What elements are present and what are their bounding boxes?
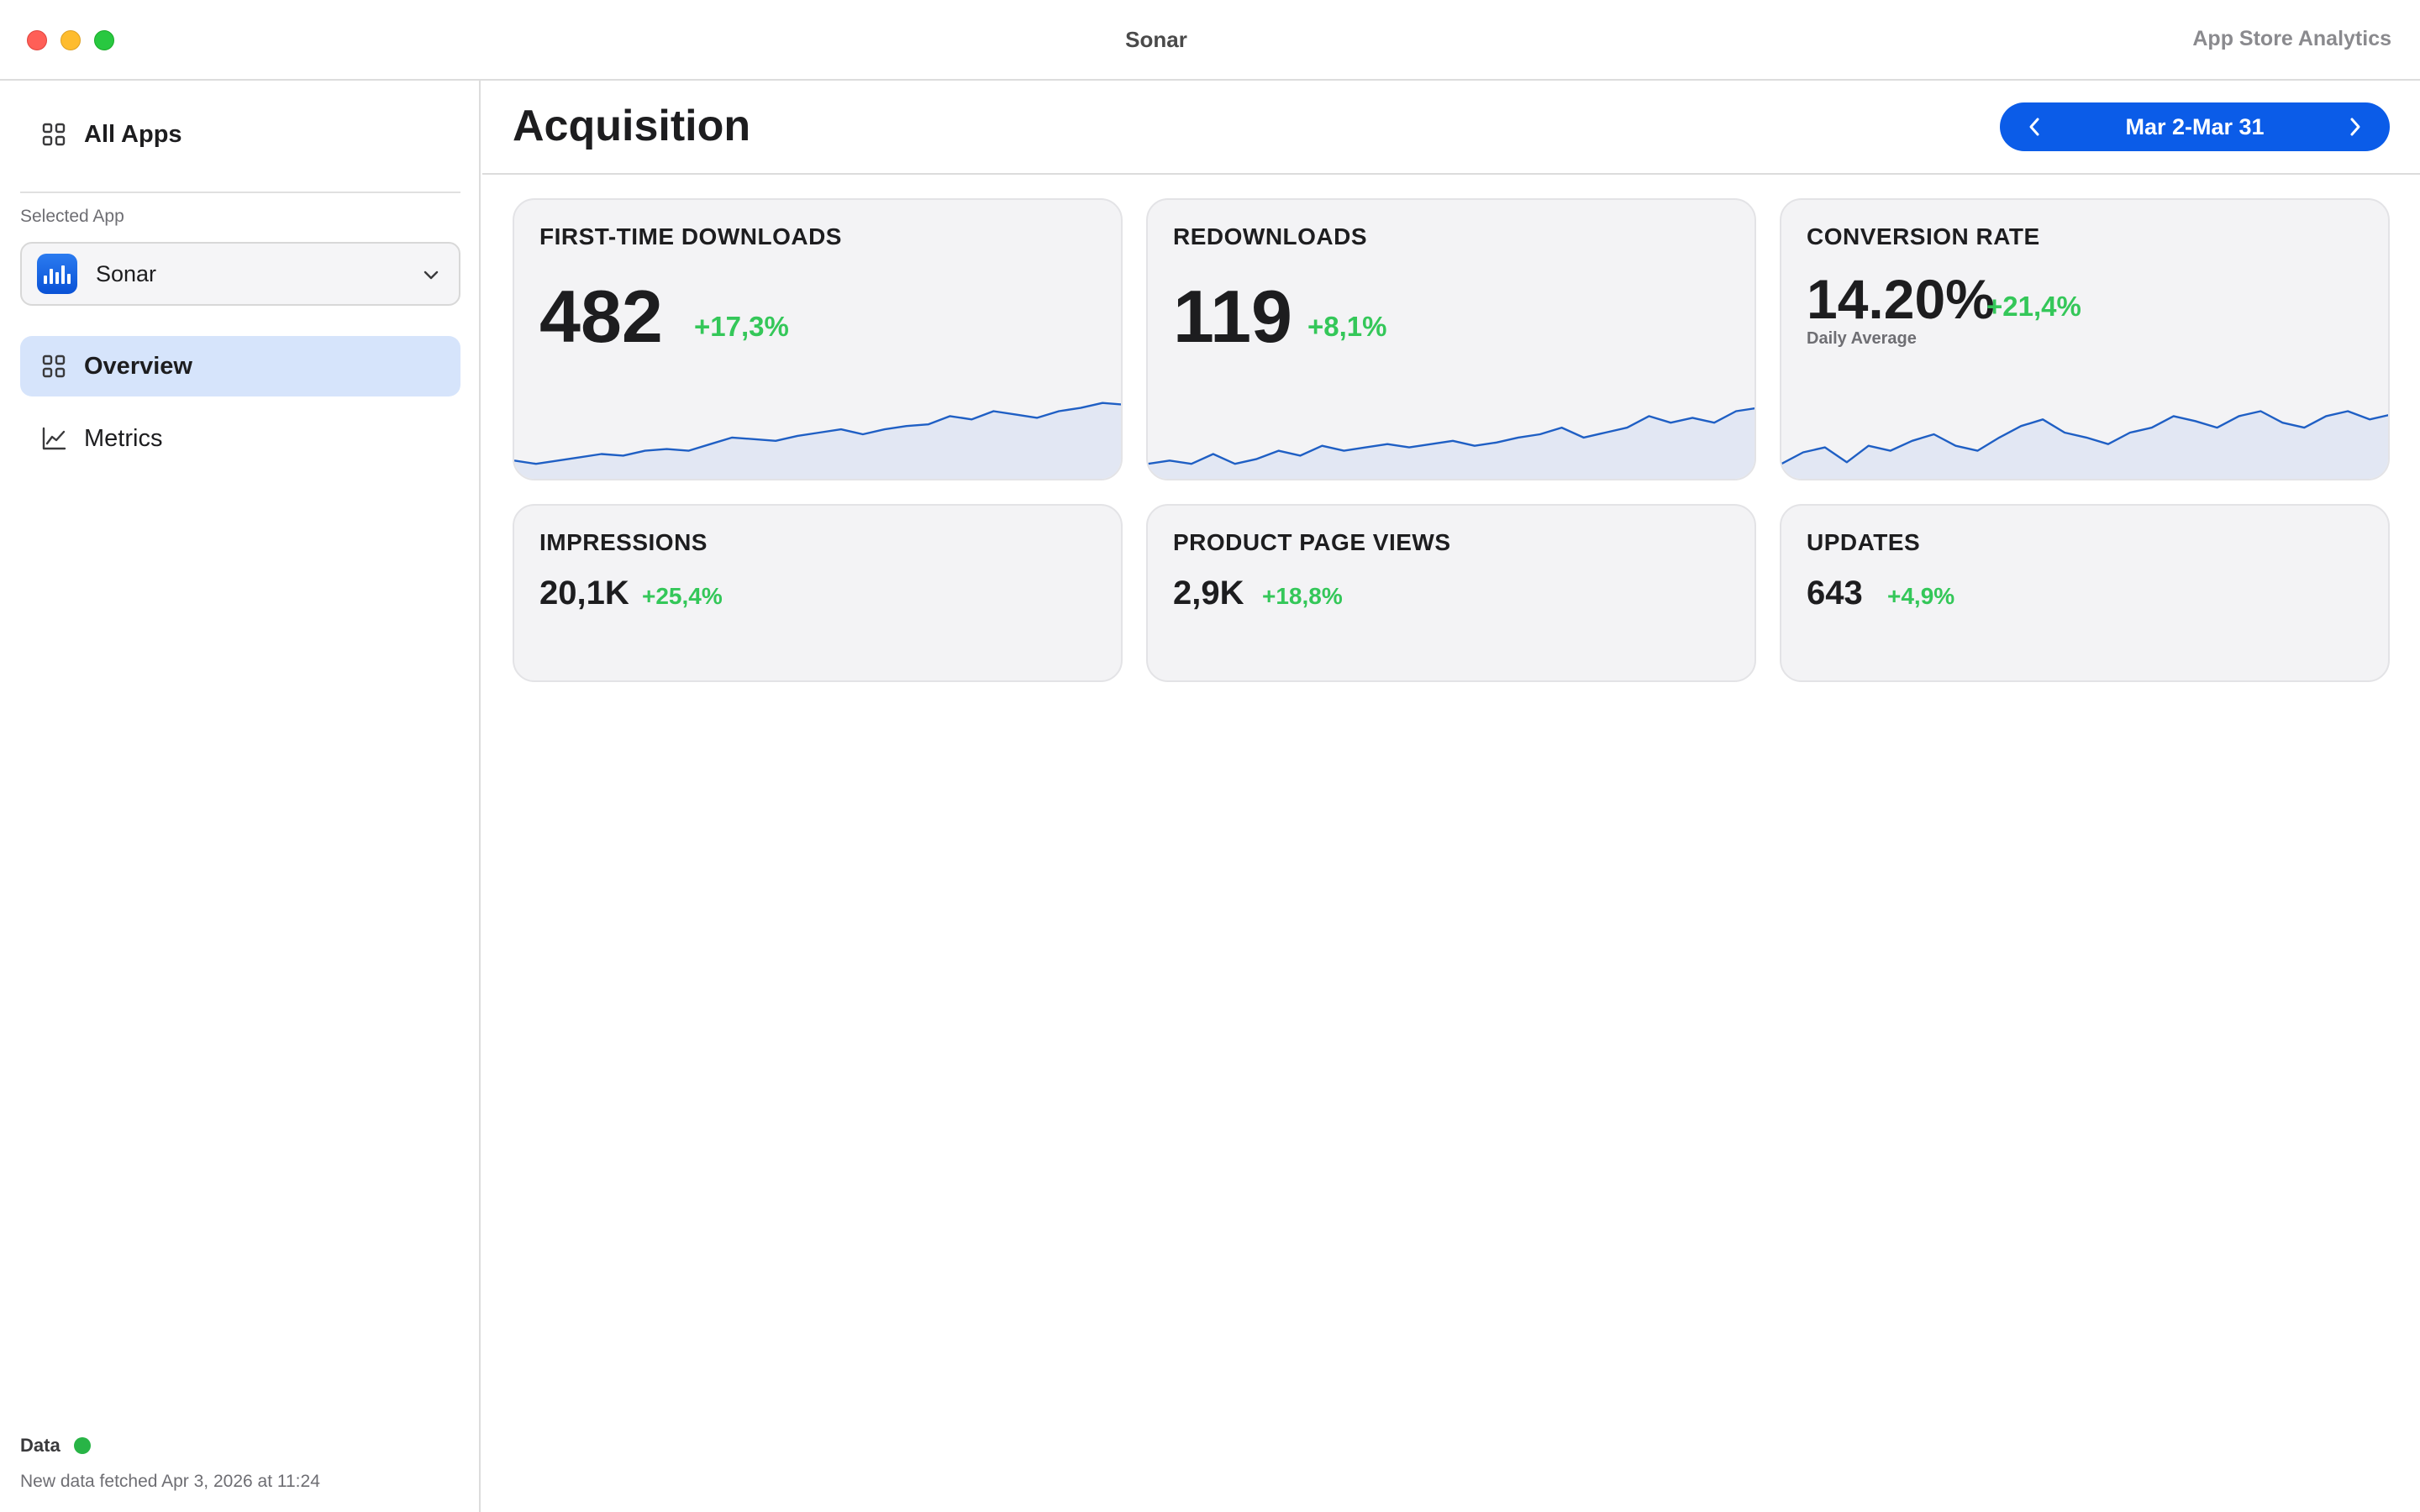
- metric-value: 119: [1173, 275, 1292, 358]
- card-title: CONVERSION RATE: [1807, 223, 2040, 249]
- grid-icon: [40, 353, 67, 380]
- card-title: FIRST-TIME DOWNLOADS: [539, 223, 842, 249]
- date-range-control: Mar 2-Mar 31: [2000, 102, 2390, 151]
- metric-value: 2,9K: [1173, 575, 1244, 612]
- metric-value: 14.20%: [1807, 268, 1995, 330]
- sidebar-item-overview[interactable]: Overview: [20, 336, 460, 396]
- zoom-window-button[interactable]: [94, 30, 114, 50]
- metric-card-first-time-downloads[interactable]: FIRST-TIME DOWNLOADS 482 +17,3%: [513, 198, 1123, 480]
- card-title: PRODUCT PAGE VIEWS: [1173, 529, 1451, 555]
- sparkline-line: [1148, 407, 1754, 465]
- sidebar-item-metrics[interactable]: Metrics: [20, 408, 460, 469]
- main-header: Acquisition Mar 2-Mar 31: [482, 81, 2420, 175]
- chevron-right-icon: [2350, 118, 2360, 136]
- page-title: Acquisition: [513, 102, 751, 150]
- metric-note: Daily Average: [1807, 329, 1917, 348]
- sparkline-conversion-rate: [1781, 410, 2388, 479]
- metric-change: +8,1%: [1307, 311, 1387, 342]
- date-range-label[interactable]: Mar 2-Mar 31: [2125, 114, 2265, 139]
- metric-change: +18,8%: [1262, 583, 1343, 609]
- sidebar-item-label: Metrics: [84, 424, 163, 452]
- metric-card-updates[interactable]: UPDATES 643 +4,9%: [1780, 504, 2390, 682]
- metric-change: +25,4%: [642, 583, 723, 609]
- previous-period-button[interactable]: [2008, 102, 2062, 151]
- sidebar-item-all-apps[interactable]: All Apps: [20, 104, 460, 165]
- status-dot: [73, 1437, 91, 1454]
- fetch-info: New data fetched Apr 3, 2026 at 11:24: [20, 1472, 320, 1491]
- sparkline-line: [1781, 410, 2388, 465]
- metric-value: 643: [1807, 575, 1863, 612]
- app-selector[interactable]: Sonar: [20, 242, 460, 306]
- sidebar-item-label: Overview: [84, 352, 192, 380]
- data-status-label: Data: [20, 1435, 60, 1456]
- title-bar: Sonar App Store Analytics: [0, 0, 2420, 81]
- sparkline-area: [1148, 408, 1754, 479]
- window-title: Sonar: [1125, 27, 1187, 52]
- minimize-window-button[interactable]: [60, 30, 81, 50]
- next-period-button[interactable]: [2328, 102, 2381, 151]
- sidebar-item-label: All Apps: [84, 120, 182, 148]
- sparkline-area: [1781, 411, 2388, 479]
- metric-value: 482: [539, 275, 663, 358]
- metric-card-redownloads[interactable]: REDOWNLOADS 119 +8,1%: [1146, 198, 1756, 480]
- sparkline-area: [514, 402, 1121, 479]
- metric-card-impressions[interactable]: IMPRESSIONS 20,1K +25,4%: [513, 504, 1123, 682]
- metric-value: 20,1K: [539, 575, 629, 612]
- selected-app-label: Selected App: [20, 207, 124, 226]
- sparkline-first-time-downloads: [514, 402, 1121, 479]
- sparkline-redownloads: [1148, 407, 1754, 479]
- card-title: REDOWNLOADS: [1173, 223, 1368, 249]
- card-title: IMPRESSIONS: [539, 529, 708, 555]
- main-content: Acquisition Mar 2-Mar 31 FIRST-TIME DOWN…: [482, 81, 2420, 1512]
- metric-card-conversion-rate[interactable]: CONVERSION RATE 14.20% +21,4% Daily Aver…: [1780, 198, 2390, 480]
- selected-app-name: Sonar: [96, 260, 157, 286]
- chevron-left-icon: [2029, 118, 2039, 136]
- card-title: UPDATES: [1807, 529, 1921, 555]
- data-status: Data: [20, 1435, 91, 1457]
- chart-line-icon: [40, 425, 67, 452]
- metric-change: +17,3%: [694, 311, 789, 342]
- sidebar-divider: [20, 192, 460, 193]
- sidebar: All Apps Selected App Sonar Overview: [0, 81, 481, 1512]
- metric-card-product-page-views[interactable]: PRODUCT PAGE VIEWS 2,9K +18,8%: [1146, 504, 1756, 682]
- window-subtitle: App Store Analytics: [2192, 27, 2391, 50]
- sparkline-line: [514, 402, 1121, 465]
- chevron-down-icon: [424, 270, 439, 280]
- metric-change: +4,9%: [1887, 583, 1955, 609]
- app-icon: [37, 254, 77, 294]
- metric-change: +21,4%: [1986, 291, 2081, 322]
- close-window-button[interactable]: [27, 30, 47, 50]
- grid-icon: [40, 121, 67, 148]
